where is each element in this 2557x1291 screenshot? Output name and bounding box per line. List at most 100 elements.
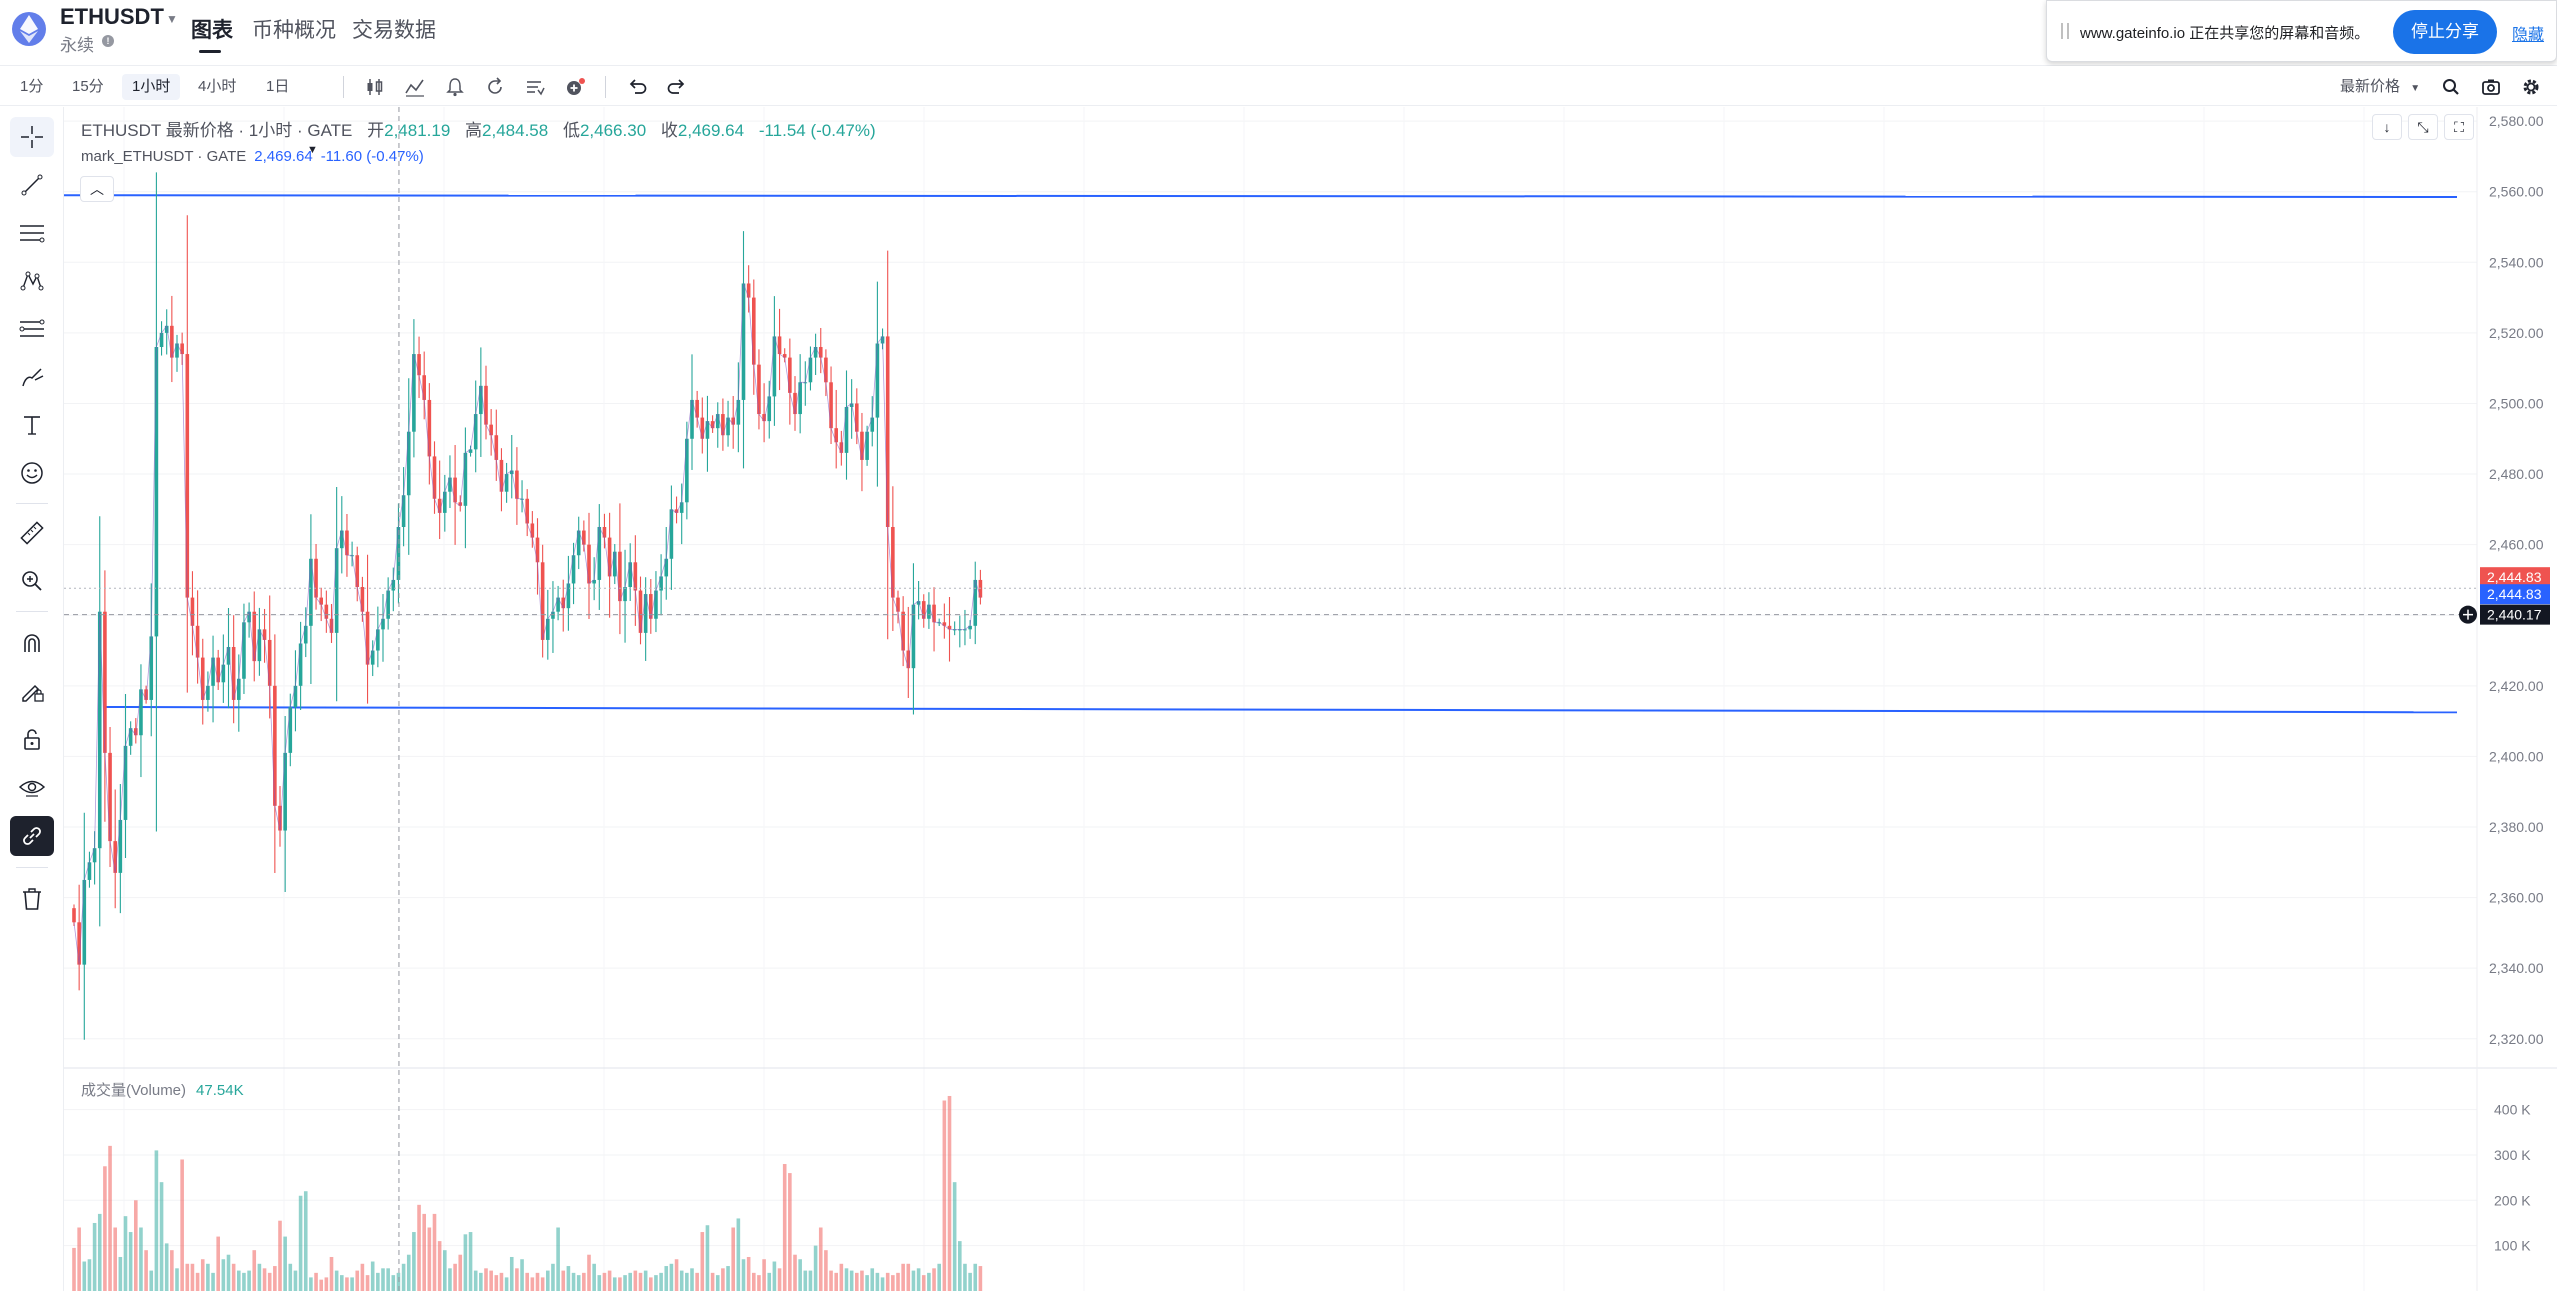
tab-chart[interactable]: 图表 <box>191 19 233 42</box>
volume-bar <box>973 1263 978 1291</box>
horizontal-line <box>64 194 2458 198</box>
replay-icon[interactable] <box>484 76 506 98</box>
candle-body <box>844 407 849 453</box>
camera-icon[interactable] <box>2480 76 2502 98</box>
volume-bar <box>298 1195 303 1291</box>
scroll-down-button[interactable]: ↓ <box>2372 114 2402 140</box>
timeframe-1m[interactable]: 1分 <box>20 78 44 95</box>
volume-bar <box>134 1200 138 1291</box>
candle-body <box>690 399 694 439</box>
volume-bar <box>463 1234 468 1291</box>
candle-body <box>432 456 437 499</box>
mark-label: mark_ETHUSDT · GATE <box>81 148 247 165</box>
channel-tool[interactable] <box>10 213 54 253</box>
fullscreen-icon[interactable]: ⛶ <box>2444 114 2474 140</box>
emoji-tool[interactable] <box>10 453 54 493</box>
volume-bar <box>391 1275 396 1291</box>
price-chart[interactable]: 2,580.00 2,560.00 2,540.00 2,520.00 2,500.00… <box>64 107 2557 1291</box>
volume-bar <box>360 1263 365 1291</box>
candle-body <box>592 579 596 584</box>
volume-bar <box>679 1270 684 1291</box>
alert-icon[interactable] <box>444 76 466 98</box>
add-compare-icon[interactable] <box>564 76 586 98</box>
hide-share-bar-link[interactable]: 隐藏 <box>2512 27 2545 44</box>
search-icon[interactable] <box>2440 76 2462 98</box>
brush-tool[interactable] <box>10 357 54 397</box>
volume-bar <box>803 1270 808 1291</box>
volume-bar <box>741 1259 746 1291</box>
crosshair-tool[interactable] <box>10 117 54 157</box>
candle-body <box>607 537 612 577</box>
volume-bar <box>499 1272 504 1291</box>
candle-body <box>916 601 921 605</box>
price-axis[interactable]: 2,580.00 2,560.00 2,540.00 2,520.00 2,500.00… <box>2489 113 2544 1254</box>
text-tool[interactable] <box>10 405 54 445</box>
share-message: www.gateinfo.io 正在共享您的屏幕和音频。 <box>2080 25 2370 42</box>
zoom-tool[interactable] <box>10 561 54 601</box>
volume-bar <box>695 1272 699 1291</box>
draw-mode-tool[interactable] <box>10 671 54 711</box>
tab-trade-data[interactable]: 交易数据 <box>352 19 436 42</box>
sync-drawings-tool[interactable] <box>10 816 54 856</box>
price-tick-label: 2,360.00 <box>2489 890 2544 906</box>
candle-body <box>628 562 632 587</box>
stop-sharing-button[interactable]: 停止分享 <box>2393 10 2497 54</box>
visibility-tool[interactable] <box>10 767 54 807</box>
collapse-icon[interactable]: ⤡ <box>2408 114 2438 140</box>
candle-body <box>180 343 184 355</box>
volume-bar <box>932 1268 936 1291</box>
timeframe-1h[interactable]: 1小时 <box>122 74 181 100</box>
candle-body <box>958 629 962 631</box>
price-type-selector[interactable]: 最新价格 ▼ <box>2340 75 2420 96</box>
undo-icon[interactable] <box>626 76 648 98</box>
fib-tool[interactable] <box>10 309 54 349</box>
candle-body <box>710 421 715 429</box>
candle-body <box>391 579 396 591</box>
collapse-legend-button[interactable]: ︿ <box>80 176 114 202</box>
drag-handle-icon[interactable] <box>2061 23 2069 39</box>
trend-line-tool[interactable] <box>10 165 54 205</box>
symbol-dropdown-icon[interactable]: ▼ <box>166 12 178 26</box>
redo-icon[interactable] <box>666 76 688 98</box>
price-tick-label: 2,320.00 <box>2489 1031 2544 1047</box>
measure-tool[interactable] <box>10 513 54 553</box>
pattern-tool[interactable] <box>10 261 54 301</box>
candle-body <box>139 689 143 736</box>
magnet-tool[interactable] <box>10 623 54 663</box>
gear-icon[interactable] <box>2520 76 2542 98</box>
indicators-icon[interactable] <box>404 76 426 98</box>
symbol-name[interactable]: ETHUSDT <box>60 4 164 29</box>
timeframe-1d[interactable]: 1日 <box>266 78 290 95</box>
chart-grid <box>64 107 2477 1291</box>
candle-type-icon[interactable] <box>364 76 386 98</box>
volume-bar <box>607 1270 612 1291</box>
candle-body <box>633 562 638 591</box>
candle-body <box>963 629 967 631</box>
timeframe-dropdown-icon[interactable]: ▼ <box>307 144 318 156</box>
volume-bar <box>468 1232 473 1291</box>
lock-tool[interactable] <box>10 719 54 759</box>
timeframe-15m[interactable]: 15分 <box>72 78 104 95</box>
volume-bar <box>211 1272 215 1291</box>
tab-coin-overview[interactable]: 币种概况 <box>252 19 336 42</box>
volume-bar <box>566 1266 571 1291</box>
candle-body <box>834 428 838 443</box>
candle-body <box>144 689 148 700</box>
candle-body <box>257 629 262 662</box>
layout-settings-icon[interactable] <box>524 76 546 98</box>
volume-bar <box>123 1216 128 1291</box>
volume-bar <box>319 1279 323 1291</box>
delete-tool[interactable] <box>10 879 54 919</box>
info-icon[interactable]: ! <box>102 35 114 47</box>
horizontal-lines[interactable] <box>64 194 2458 714</box>
candle-body <box>128 728 133 746</box>
volume-bar <box>345 1277 349 1291</box>
horizontal-line <box>104 706 2458 714</box>
volume-bar <box>767 1272 772 1291</box>
candle-body <box>952 629 957 631</box>
volume-series <box>72 1095 983 1291</box>
volume-bar <box>92 1222 97 1291</box>
timeframe-4h[interactable]: 4小时 <box>198 78 237 95</box>
brush-icon <box>22 368 44 387</box>
candle-body <box>649 594 653 619</box>
